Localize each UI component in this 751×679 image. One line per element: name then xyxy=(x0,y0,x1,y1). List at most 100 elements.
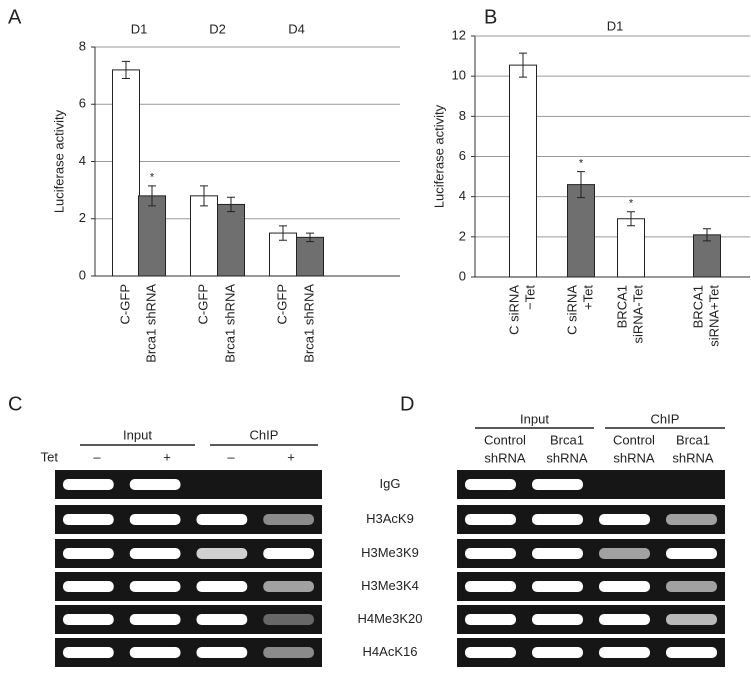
row-label: H3Me3K9 xyxy=(361,545,419,560)
lane-label: Brca1 xyxy=(676,432,710,447)
gel-band xyxy=(129,514,181,525)
gel-band xyxy=(666,514,717,525)
y-axis-label: Luciferase activity xyxy=(51,109,66,213)
y-tick-label: 4 xyxy=(459,188,466,203)
lane-label: shRNA xyxy=(672,450,714,465)
gel-band xyxy=(196,614,248,625)
gel-band xyxy=(599,514,650,525)
bar xyxy=(509,64,537,278)
group-label: D4 xyxy=(288,21,305,36)
gel-band xyxy=(263,647,314,658)
gel-band xyxy=(465,479,516,490)
gel-band xyxy=(263,514,314,525)
x-tick-label: BRCA1 xyxy=(614,285,629,328)
y-tick-label: 8 xyxy=(79,38,86,53)
lane-label: shRNA xyxy=(546,450,588,465)
y-tick-label: 2 xyxy=(459,228,466,243)
lane-label: – xyxy=(93,449,101,464)
significance-mark: * xyxy=(150,172,155,184)
x-tick-label: C-GFP xyxy=(274,284,289,324)
error-bar xyxy=(122,60,130,79)
error-bar xyxy=(703,228,711,242)
panel-letter: B xyxy=(484,6,497,28)
gel-header: Input xyxy=(123,427,152,442)
bar xyxy=(190,195,218,277)
gel-band xyxy=(63,647,114,658)
gel-band xyxy=(63,614,114,625)
y-tick-label: 12 xyxy=(452,27,466,42)
x-tick-label: C-GFP xyxy=(117,284,132,324)
error-bar xyxy=(200,185,208,207)
bar xyxy=(217,203,245,277)
gel-band xyxy=(532,647,583,658)
y-tick-label: 10 xyxy=(452,68,466,83)
gel-band xyxy=(532,581,583,592)
gel-header: ChIP xyxy=(250,427,279,442)
gel-band xyxy=(599,548,650,559)
y-tick-label: 6 xyxy=(79,96,86,111)
x-tick-label: C siRNA xyxy=(564,285,579,335)
gel-band xyxy=(63,581,114,592)
lane-label: + xyxy=(163,449,171,464)
error-bar xyxy=(227,196,235,213)
lane-label: shRNA xyxy=(484,450,526,465)
lane-title: Tet xyxy=(41,449,59,464)
row-label: H4AcK16 xyxy=(363,644,418,659)
gel-band xyxy=(532,614,583,625)
gel-band xyxy=(129,647,181,658)
gel-header: Input xyxy=(520,411,549,426)
x-tick-label: Brca1 shRNA xyxy=(143,284,158,363)
y-tick-label: 8 xyxy=(459,108,466,123)
y-tick-label: 4 xyxy=(79,153,86,168)
x-tick-label: +Tet xyxy=(580,285,595,310)
lane-label: + xyxy=(287,449,295,464)
y-axis-label: Luciferase activity xyxy=(431,104,446,208)
error-bar xyxy=(306,232,314,243)
gel-band xyxy=(599,581,650,592)
y-tick-label: 2 xyxy=(79,210,86,225)
gel-band xyxy=(599,647,650,658)
bar xyxy=(112,69,140,277)
lane-label: shRNA xyxy=(613,450,655,465)
gel-band xyxy=(532,514,583,525)
row-label: H3Me3K4 xyxy=(361,578,419,593)
gel-band xyxy=(129,581,181,592)
lane-label: Brca1 xyxy=(550,432,584,447)
gel-band xyxy=(666,647,717,658)
gel-header: ChIP xyxy=(651,411,680,426)
error-bar xyxy=(627,211,635,227)
gel-band xyxy=(666,548,717,559)
group-label: D2 xyxy=(209,21,226,36)
bar xyxy=(617,218,645,278)
error-bar xyxy=(279,225,287,241)
y-tick-label: 6 xyxy=(459,148,466,163)
gel-band xyxy=(666,581,717,592)
panel-letter: D xyxy=(400,393,414,415)
x-tick-label: Brca1 shRNA xyxy=(222,284,237,363)
x-tick-label: C-GFP xyxy=(195,284,210,324)
lane-label: Control xyxy=(613,432,655,447)
gel-band xyxy=(196,514,248,525)
y-tick-label: 0 xyxy=(79,267,86,282)
x-tick-label: siRNA+Tet xyxy=(706,285,721,347)
error-bar xyxy=(148,185,156,207)
gel-band xyxy=(599,614,650,625)
x-tick-label: siRNA-Tet xyxy=(630,285,645,344)
group-label: D1 xyxy=(607,18,624,33)
row-label: IgG xyxy=(380,476,401,491)
error-bar xyxy=(577,171,585,199)
y-tick-label: 0 xyxy=(459,268,466,283)
gel-band xyxy=(465,581,516,592)
gel-band xyxy=(129,479,181,490)
bar xyxy=(567,184,595,278)
error-bar xyxy=(519,52,527,78)
gel-band xyxy=(532,548,583,559)
row-label: H3AcK9 xyxy=(366,511,414,526)
gel-band xyxy=(465,514,516,525)
bar xyxy=(296,236,324,277)
x-tick-label: C siRNA xyxy=(506,285,521,335)
gel-band xyxy=(263,548,314,559)
x-tick-label: −Tet xyxy=(522,285,537,310)
group-label: D1 xyxy=(131,21,148,36)
lane-label: – xyxy=(227,449,235,464)
